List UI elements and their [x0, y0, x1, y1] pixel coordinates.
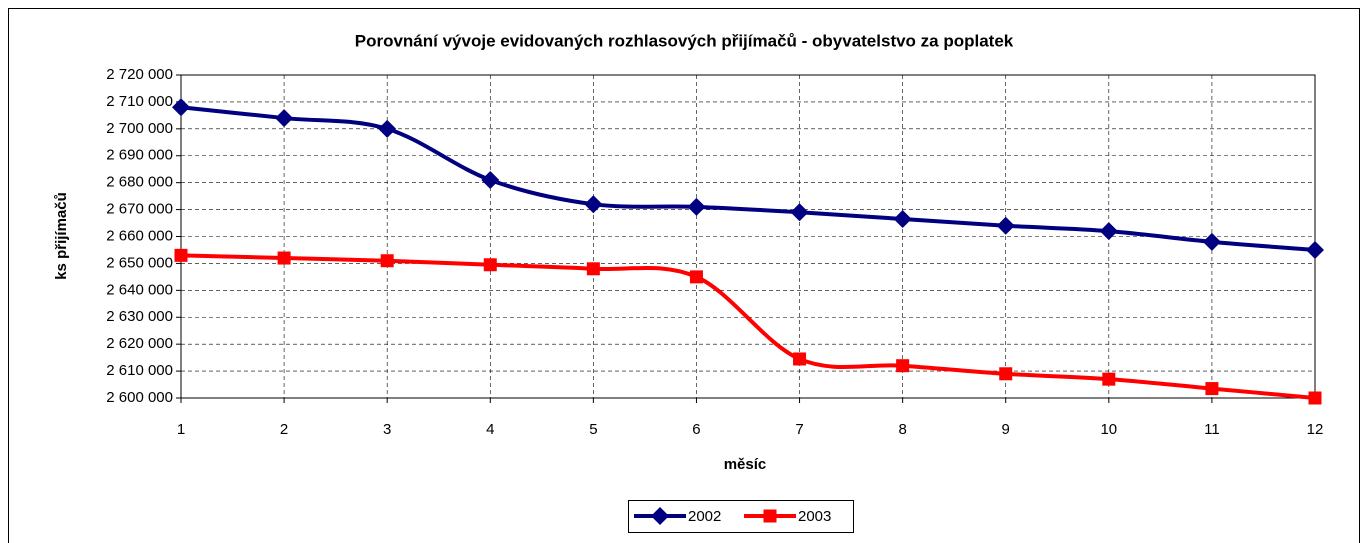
marker [687, 197, 706, 216]
x-tick-label: 12 [1307, 421, 1324, 438]
legend-marker [651, 507, 669, 525]
x-tick-label: 8 [898, 421, 906, 438]
legend: 2002 2003 [628, 500, 854, 533]
marker [1202, 232, 1221, 251]
y-tick-label: 2 700 000 [106, 120, 173, 137]
x-axis-title: měsíc [724, 456, 767, 473]
x-tick-label: 7 [795, 421, 803, 438]
marker [996, 216, 1015, 235]
legend-label: 2002 [688, 508, 721, 525]
marker [378, 119, 397, 138]
x-tick-label: 4 [486, 421, 494, 438]
marker [275, 109, 294, 128]
marker [481, 170, 500, 189]
marker [793, 352, 807, 366]
marker [1306, 240, 1324, 259]
marker [999, 367, 1013, 381]
y-tick-label: 2 660 000 [106, 227, 173, 244]
x-tick-label: 6 [692, 421, 700, 438]
marker [1102, 372, 1116, 386]
x-tick-label: 10 [1100, 421, 1117, 438]
marker [1308, 391, 1322, 405]
marker [483, 258, 497, 272]
y-tick-label: 2 620 000 [106, 335, 173, 352]
marker [277, 251, 291, 265]
y-tick-label: 2 650 000 [106, 254, 173, 271]
marker [893, 210, 912, 229]
marker [1205, 382, 1219, 396]
x-tick-label: 3 [383, 421, 391, 438]
series-line [180, 105, 1316, 252]
y-axis-title: ks přijímačů [53, 192, 70, 280]
chart-border [8, 8, 1360, 543]
y-tick-label: 2 710 000 [106, 93, 173, 110]
y-tick-label: 2 670 000 [106, 201, 173, 218]
series-line [180, 253, 1316, 400]
marker [174, 248, 188, 262]
legend-marker [763, 509, 777, 523]
y-tick-label: 2 640 000 [106, 281, 173, 298]
y-tick-label: 2 630 000 [106, 308, 173, 325]
marker [1099, 222, 1118, 241]
y-tick-label: 2 720 000 [106, 66, 173, 83]
x-tick-label: 5 [589, 421, 597, 438]
marker [586, 262, 600, 276]
marker [584, 195, 603, 214]
marker [790, 203, 809, 222]
y-tick-label: 2 600 000 [106, 389, 173, 406]
x-tick-label: 2 [280, 421, 288, 438]
x-tick-label: 1 [177, 421, 185, 438]
plot-area [180, 74, 1316, 399]
marker [896, 359, 910, 373]
marker [380, 254, 394, 268]
marker [689, 270, 703, 284]
chart-title: Porovnání vývoje evidovaných rozhlasovýc… [355, 31, 1014, 50]
legend-label: 2003 [798, 508, 831, 525]
y-tick-label: 2 610 000 [106, 362, 173, 379]
marker [172, 98, 190, 117]
y-tick-label: 2 690 000 [106, 147, 173, 164]
x-tick-label: 9 [1002, 421, 1010, 438]
x-tick-label: 11 [1204, 421, 1220, 438]
y-tick-label: 2 680 000 [106, 174, 173, 191]
